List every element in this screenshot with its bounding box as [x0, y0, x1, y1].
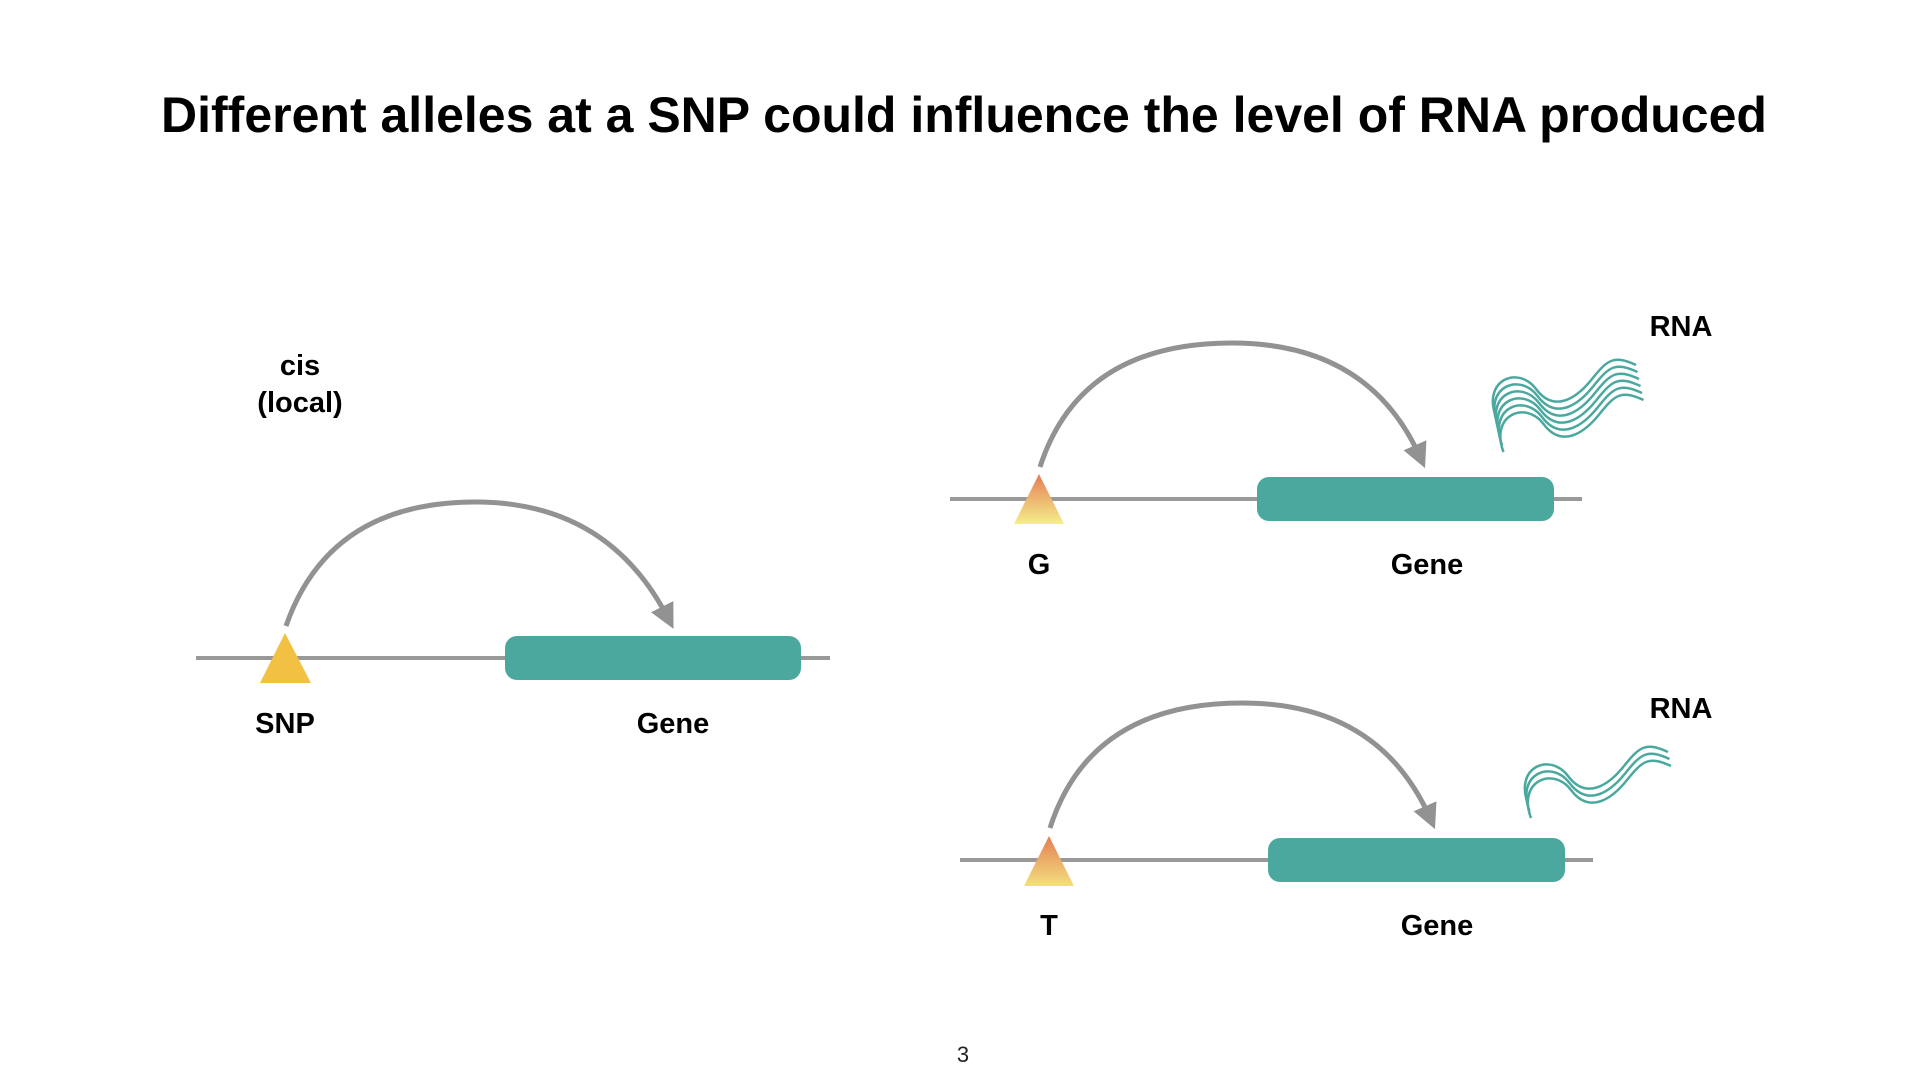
slide-title: Different alleles at a SNP could influen…	[161, 87, 1767, 143]
allele-t-marker-icon	[1024, 836, 1074, 886]
rna-strand	[1497, 386, 1643, 446]
left-panel: cis (local) SNP Gene	[196, 350, 830, 740]
allele-g-marker-icon	[1014, 474, 1064, 524]
local-label: (local)	[257, 387, 342, 419]
regulation-arrow-top	[1037, 340, 1427, 469]
gene-label-top: Gene	[1391, 549, 1464, 581]
rna-strands-top-icon	[1491, 358, 1645, 453]
rna-strand	[1494, 372, 1640, 432]
allele-t-label: T	[1040, 910, 1058, 942]
rna-strand	[1493, 365, 1639, 425]
cis-label: cis	[280, 350, 320, 382]
gene-label-left: Gene	[637, 708, 710, 740]
rna-label-bottom: RNA	[1650, 693, 1713, 725]
snp-label: SNP	[255, 708, 315, 740]
rna-strand	[1526, 759, 1672, 819]
page-number: 3	[957, 1042, 969, 1067]
rna-strand	[1496, 379, 1642, 439]
rna-strand	[1525, 752, 1671, 812]
rna-strand	[1499, 393, 1645, 453]
rna-strand	[1491, 358, 1637, 418]
gene-box-left	[505, 636, 801, 680]
snp-marker-icon	[260, 633, 311, 683]
rna-label-top: RNA	[1650, 311, 1713, 343]
gene-box-top	[1257, 477, 1554, 521]
regulation-arrow-bottom	[1047, 700, 1437, 830]
top-right-panel: G Gene RNA	[950, 311, 1712, 581]
rna-strands-bottom-icon	[1523, 745, 1672, 819]
allele-g-label: G	[1028, 549, 1051, 581]
gene-box-bottom	[1268, 838, 1565, 882]
regulation-arrow-left	[283, 499, 674, 629]
gene-label-bottom: Gene	[1401, 910, 1474, 942]
bottom-right-panel: T Gene RNA	[960, 693, 1712, 942]
rna-strand	[1523, 745, 1669, 805]
